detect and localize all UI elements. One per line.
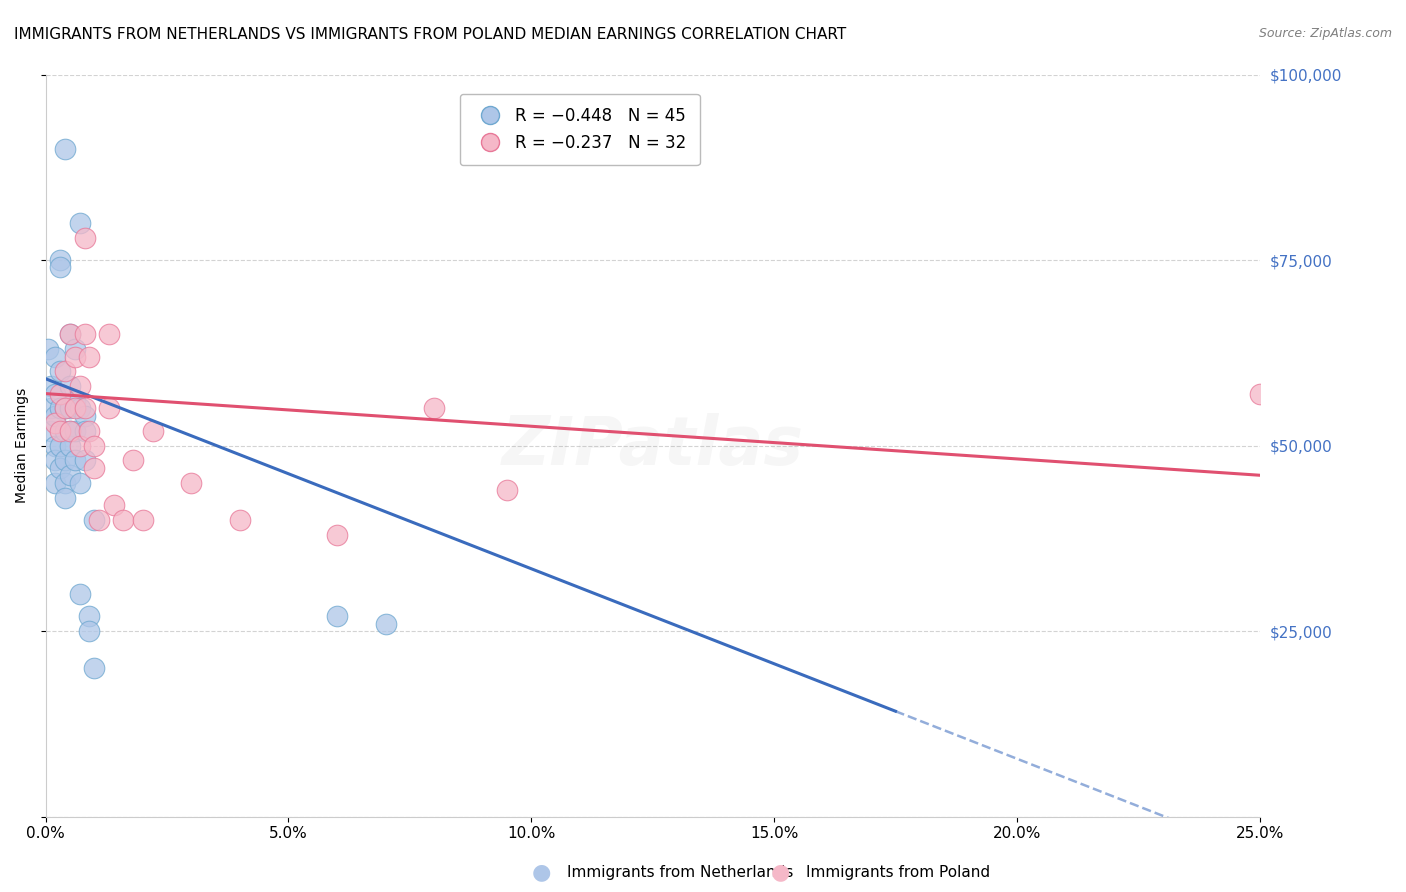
Point — [69, 401, 91, 416]
Point — [39, 379, 62, 393]
Point — [39, 424, 62, 438]
Point — [59, 327, 82, 342]
Point — [73, 327, 96, 342]
Point — [49, 439, 72, 453]
Point — [63, 350, 86, 364]
Point — [59, 401, 82, 416]
Point — [69, 216, 91, 230]
Point — [83, 513, 105, 527]
Point — [1249, 386, 1271, 401]
Point — [229, 513, 252, 527]
Point — [141, 424, 163, 438]
Point — [79, 609, 101, 624]
Point — [79, 624, 101, 638]
Text: Immigrants from Netherlands: Immigrants from Netherlands — [567, 865, 793, 880]
Point — [112, 513, 135, 527]
Point — [326, 609, 349, 624]
Legend: R = −0.448   N = 45, R = −0.237   N = 32: R = −0.448 N = 45, R = −0.237 N = 32 — [460, 94, 700, 165]
Point — [53, 491, 76, 505]
Point — [44, 453, 66, 467]
Point — [53, 401, 76, 416]
Text: Source: ZipAtlas.com: Source: ZipAtlas.com — [1258, 27, 1392, 40]
Point — [122, 453, 145, 467]
Point — [53, 453, 76, 467]
Point — [73, 424, 96, 438]
Point — [49, 253, 72, 268]
Y-axis label: Median Earnings: Median Earnings — [15, 388, 30, 503]
Point — [49, 260, 72, 275]
Point — [97, 327, 120, 342]
Point — [132, 513, 155, 527]
Point — [49, 460, 72, 475]
Point — [49, 424, 72, 438]
Point — [53, 424, 76, 438]
Point — [49, 386, 72, 401]
Point — [79, 424, 101, 438]
Point — [53, 401, 76, 416]
Point — [53, 142, 76, 156]
Point — [49, 364, 72, 378]
Point — [59, 439, 82, 453]
Point — [63, 342, 86, 356]
Point — [59, 424, 82, 438]
Point — [44, 439, 66, 453]
Text: ●: ● — [531, 863, 551, 882]
Point — [73, 453, 96, 467]
Point — [69, 379, 91, 393]
Point — [103, 498, 125, 512]
Point — [97, 401, 120, 416]
Point — [69, 439, 91, 453]
Point — [59, 468, 82, 483]
Point — [44, 475, 66, 490]
Point — [69, 475, 91, 490]
Text: IMMIGRANTS FROM NETHERLANDS VS IMMIGRANTS FROM POLAND MEDIAN EARNINGS CORRELATIO: IMMIGRANTS FROM NETHERLANDS VS IMMIGRANT… — [14, 27, 846, 42]
Point — [63, 401, 86, 416]
Point — [73, 409, 96, 423]
Point — [63, 424, 86, 438]
Point — [87, 513, 110, 527]
Text: ZIPatlas: ZIPatlas — [502, 413, 804, 479]
Point — [63, 453, 86, 467]
Point — [59, 424, 82, 438]
Point — [44, 417, 66, 431]
Point — [180, 475, 202, 490]
Point — [53, 364, 76, 378]
Point — [44, 350, 66, 364]
Point — [49, 401, 72, 416]
Point — [59, 327, 82, 342]
Point — [83, 439, 105, 453]
Point — [73, 401, 96, 416]
Point — [326, 527, 349, 541]
Point — [39, 401, 62, 416]
Point — [79, 350, 101, 364]
Point — [496, 483, 519, 497]
Point — [69, 587, 91, 601]
Point — [44, 409, 66, 423]
Point — [83, 661, 105, 675]
Point — [59, 379, 82, 393]
Point — [374, 616, 396, 631]
Point — [37, 342, 59, 356]
Point — [44, 386, 66, 401]
Text: Immigrants from Poland: Immigrants from Poland — [806, 865, 990, 880]
Point — [53, 475, 76, 490]
Point — [73, 231, 96, 245]
Text: ●: ● — [770, 863, 790, 882]
Point — [83, 460, 105, 475]
Point — [63, 394, 86, 409]
Point — [423, 401, 446, 416]
